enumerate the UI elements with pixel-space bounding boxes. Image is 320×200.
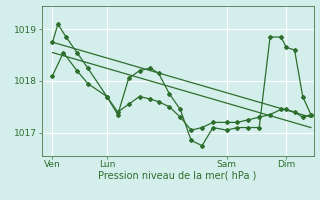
X-axis label: Pression niveau de la mer( hPa ): Pression niveau de la mer( hPa )	[99, 171, 257, 181]
